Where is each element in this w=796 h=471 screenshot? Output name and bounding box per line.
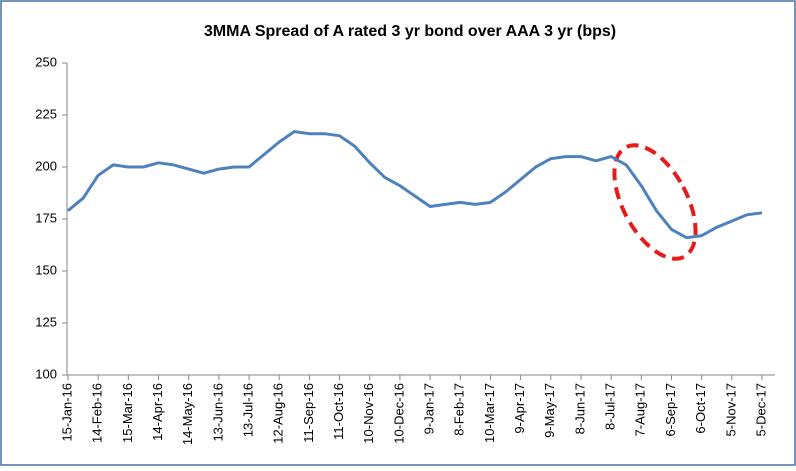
x-tick-label: 10-Nov-16 [361, 383, 376, 444]
x-tick-label: 14-May-16 [180, 383, 195, 445]
x-tick-label: 14-Apr-16 [150, 383, 165, 441]
x-tick-label: 9-Apr-17 [512, 383, 527, 434]
y-tick-label: 250 [35, 54, 57, 69]
x-tick-label: 9-May-17 [542, 383, 557, 438]
x-tick-label: 7-Aug-17 [633, 383, 648, 436]
x-tick-label: 11-Oct-16 [331, 383, 346, 440]
x-tick-label: 15-Mar-16 [120, 383, 135, 443]
data-line [67, 130, 763, 240]
x-tick-label: 5-Nov-17 [723, 383, 738, 436]
x-tick-label: 8-Jun-17 [572, 383, 587, 434]
chart-title: 3MMA Spread of A rated 3 yr bond over AA… [204, 23, 616, 40]
x-tick-label: 9-Jan-17 [422, 383, 437, 434]
x-tick-label: 8-Jul-17 [603, 383, 618, 430]
x-tick-label: 14-Feb-16 [90, 383, 105, 443]
x-tick-label: 13-Jun-16 [210, 383, 225, 442]
x-tick-label: 10-Mar-17 [482, 383, 497, 443]
x-tick-label: 6-Oct-17 [693, 383, 708, 434]
x-tick-label: 10-Dec-16 [391, 383, 406, 444]
x-tick-label: 11-Sep-16 [301, 383, 316, 443]
y-tick-label: 200 [35, 158, 57, 173]
x-tick-label: 5-Dec-17 [753, 383, 768, 436]
highlight-ellipse [612, 143, 698, 261]
y-tick-label: 150 [35, 262, 57, 277]
x-tick-label: 6-Sep-17 [663, 383, 678, 436]
y-tick-label: 125 [35, 314, 57, 329]
x-tick-label: 12-Aug-16 [271, 383, 286, 444]
y-tick-label: 100 [35, 366, 57, 381]
x-tick-label: 8-Feb-17 [452, 383, 467, 436]
x-tick-label: 13-Jul-16 [240, 383, 255, 437]
y-tick-label: 175 [35, 210, 57, 225]
x-tick-label: 15-Jan-16 [59, 383, 74, 442]
y-tick-label: 225 [35, 106, 57, 121]
